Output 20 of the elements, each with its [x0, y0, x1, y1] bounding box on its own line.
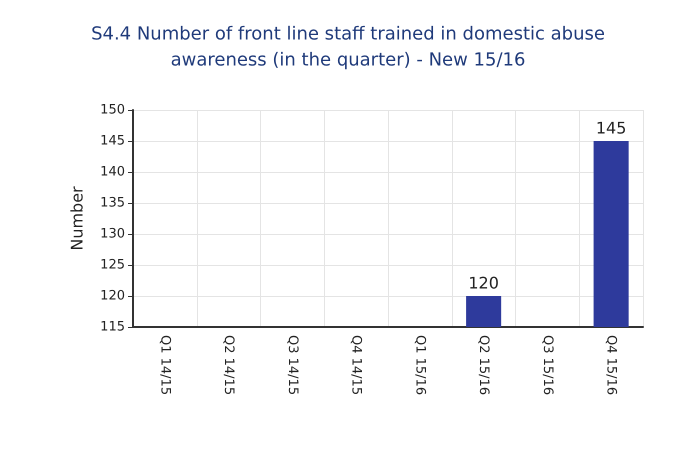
x-tick-label: Q4 14/15	[348, 335, 364, 396]
x-tick-label: Q1 14/15	[157, 335, 172, 396]
x-tick-label: Q4 15/16	[604, 335, 619, 396]
x-tick-label: Q3 14/15	[284, 335, 300, 396]
x-tick-label: Q2 14/15	[221, 335, 236, 396]
y-axis-title: Number	[68, 186, 86, 251]
x-tick-label: Q2 15/16	[476, 335, 492, 396]
y-tick-label: 145	[100, 134, 125, 148]
y-tick-label: 120	[100, 288, 125, 304]
y-tick-label: 150	[100, 102, 125, 118]
y-tick-label: 135	[100, 196, 125, 210]
data-label: 145	[596, 118, 626, 138]
x-tick-label: Q3 15/16	[540, 335, 555, 396]
x-tick-label: Q1 15/16	[412, 335, 428, 396]
y-tick-label: 115	[100, 320, 125, 334]
data-label: 120	[468, 274, 499, 292]
y-tick-label: 125	[100, 258, 125, 272]
y-tick-label: 140	[100, 164, 125, 180]
chart-title: S4.4 Number of front line staff trained in domestic abuse awareness (in the quarter) - New 15/16	[91, 24, 605, 70]
y-tick-label: 130	[100, 226, 125, 242]
